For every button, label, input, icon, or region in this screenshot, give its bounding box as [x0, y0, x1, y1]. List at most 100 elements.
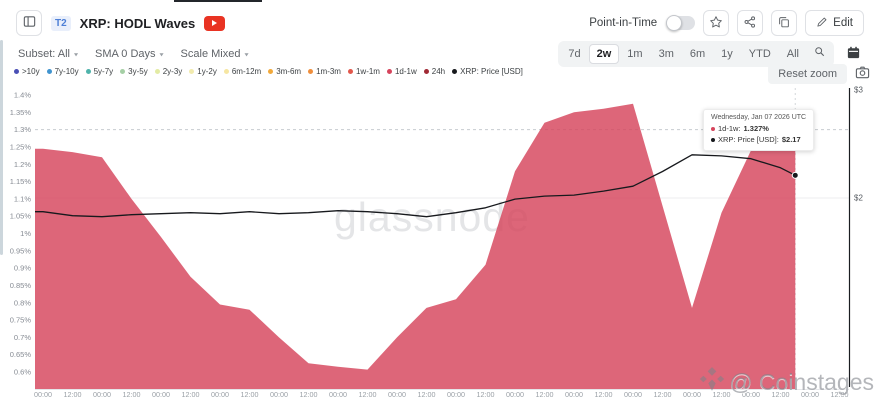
range-controls: 7d 2w 1m 3m 6m 1y YTD All: [558, 41, 864, 67]
legend-dot-icon: [120, 69, 126, 74]
coinstages-logo-icon: [699, 366, 725, 398]
legend-item-label: 5y-7y: [93, 67, 114, 76]
tooltip-row: 1d-1w: 1.327%: [711, 123, 806, 134]
legend-dot-icon: [14, 69, 19, 74]
time-axis-label: 12:00: [713, 390, 731, 399]
range-button-2w[interactable]: 2w: [588, 44, 620, 64]
star-icon: [709, 15, 723, 32]
range-button-1m[interactable]: 1m: [627, 48, 643, 60]
share-button[interactable]: [737, 10, 764, 36]
legend-dot-icon: [347, 69, 353, 74]
legend-item[interactable]: 2y-3y: [154, 67, 183, 76]
tooltip-date: Wednesday, Jan 07 2026 UTC: [711, 114, 807, 121]
legend-dot-icon: [46, 69, 52, 74]
time-axis-label: 00:00: [388, 390, 406, 399]
range-button-1y[interactable]: 1y: [721, 48, 733, 60]
chevron-down-icon: ▾: [244, 50, 249, 58]
time-axis-label: 12:00: [772, 390, 790, 399]
time-axis-label: 00:00: [683, 390, 701, 399]
legend-item-label: 7y-10y: [54, 67, 79, 76]
edit-button[interactable]: Edit: [805, 10, 864, 36]
time-axis-label: 00:00: [152, 390, 170, 399]
legend-item[interactable]: 5y-7y: [85, 67, 114, 76]
coinstages-watermark: @ Coinstages: [699, 366, 874, 398]
calendar-button[interactable]: [842, 43, 864, 65]
legend-item[interactable]: 3m-6m: [268, 67, 301, 76]
legend-item-label: 1y-2y: [197, 67, 217, 76]
range-button-7d[interactable]: 7d: [568, 48, 581, 60]
legend-item[interactable]: 3y-5y: [120, 67, 148, 76]
time-axis-label: 12:00: [359, 390, 377, 399]
legend-item[interactable]: XRP: Price [USD]: [452, 67, 523, 76]
tier-badge: T2: [51, 15, 71, 31]
legend-item-label: 1m-3m: [316, 67, 341, 76]
legend-item-label: XRP: Price [USD]: [460, 67, 523, 76]
header-right: Point-in-Time Edit: [589, 10, 864, 36]
xrp-price-line: [35, 154, 796, 218]
percent-axis-label: 0.8%: [14, 298, 31, 307]
zoom-area-button[interactable]: [807, 43, 832, 65]
play-icon: [212, 20, 218, 26]
range-button-6m[interactable]: 6m: [689, 48, 706, 60]
favorite-button[interactable]: [703, 10, 730, 36]
percent-axis-label: 0.6%: [14, 368, 31, 377]
sma-dropdown[interactable]: SMA 0 Days ▾: [95, 48, 164, 60]
time-axis-label: 12:00: [536, 390, 554, 399]
time-range-segmented-control: 7d 2w 1m 3m 6m 1y YTD All: [558, 41, 834, 67]
sidebar-toggle-button[interactable]: [16, 10, 42, 36]
point-in-time-toggle[interactable]: [666, 15, 696, 31]
legend-item-label: >10y: [22, 67, 40, 76]
time-axis-label: 12:00: [477, 390, 495, 399]
time-axis-label: 12:00: [654, 390, 672, 399]
range-button-all[interactable]: All: [786, 48, 799, 60]
legend-item-label: 2y-3y: [162, 67, 183, 76]
copy-button[interactable]: [771, 10, 798, 36]
range-button-3m[interactable]: 3m: [658, 48, 674, 60]
tooltip-series-value: $2.17: [781, 135, 801, 145]
screenshot-button[interactable]: [855, 65, 870, 83]
legend-item[interactable]: 24h: [423, 67, 445, 76]
legend-item-label: 6m-12m: [231, 67, 262, 76]
legend-dot-icon: [386, 69, 392, 74]
percent-axis-label: 0.65%: [10, 350, 32, 359]
subset-dropdown[interactable]: Subset: All ▾: [18, 48, 78, 60]
time-axis-label: 12:00: [418, 390, 436, 399]
legend-dot-icon: [189, 69, 195, 74]
time-axis-label: 00:00: [742, 390, 760, 399]
legend-item[interactable]: >10y: [14, 67, 40, 76]
legend-item[interactable]: 1w-1m: [347, 67, 380, 76]
page-title: XRP: HODL Waves: [79, 15, 196, 31]
coinstages-watermark-text: @ Coinstages: [729, 368, 874, 395]
tooltip-series-dot-icon: [711, 137, 715, 142]
time-axis-label: 12:00: [123, 390, 141, 399]
percent-axis-label: 1.3%: [14, 125, 31, 134]
reset-zoom-button[interactable]: Reset zoom: [768, 64, 847, 84]
copy-icon: [777, 15, 791, 32]
legend-dot-icon: [308, 69, 314, 74]
legend-item[interactable]: 7y-10y: [46, 67, 79, 76]
legend-dot-icon: [452, 69, 458, 74]
price-hover-marker: [791, 171, 799, 179]
legend-item-label: 3y-5y: [128, 67, 148, 76]
price-axis-label: $2: [854, 194, 863, 203]
price-axis-label: $3: [854, 86, 863, 95]
percent-axis-label: 1.05%: [10, 212, 32, 221]
legend-item[interactable]: 1d-1w: [386, 67, 417, 76]
legend-item[interactable]: 1m-3m: [308, 67, 341, 76]
range-button-ytd[interactable]: YTD: [748, 48, 771, 60]
camera-icon: [855, 65, 870, 83]
hodl-wave-area-1d-1w: [35, 103, 796, 389]
legend-item[interactable]: 1y-2y: [189, 67, 217, 76]
legend-item-label: 3m-6m: [276, 67, 302, 76]
tooltip-series-label: 1d-1w:: [718, 124, 741, 133]
video-tutorial-icon[interactable]: [204, 15, 226, 31]
scale-dropdown[interactable]: Scale Mixed ▾: [181, 48, 249, 60]
percent-axis-label: 0.85%: [10, 281, 32, 290]
page-scrollbar[interactable]: [0, 40, 3, 255]
chart-header: T2 XRP: HODL Waves Point-in-Time: [16, 9, 864, 37]
legend-item-label: 1d-1w: [394, 67, 417, 76]
time-axis-label: 12:00: [300, 390, 318, 399]
legend-dot-icon: [268, 69, 274, 74]
legend-item[interactable]: 6m-12m: [223, 67, 262, 76]
